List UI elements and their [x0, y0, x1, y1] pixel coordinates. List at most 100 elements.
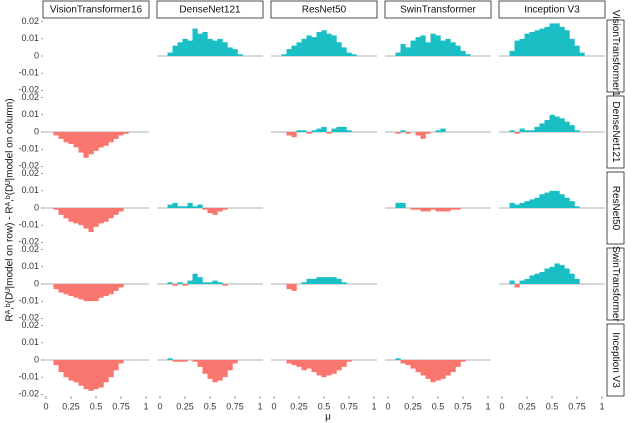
area-bar: [182, 38, 188, 56]
area-bar: [569, 125, 575, 132]
area-bar: [509, 50, 515, 56]
area-bar: [544, 268, 550, 284]
area-bar: [227, 47, 233, 56]
area-bar: [78, 208, 84, 226]
x-tick-label: 0: [499, 401, 504, 411]
area-bar: [103, 360, 109, 383]
area-bar: [301, 360, 307, 371]
y-tick-label: 0.01: [21, 261, 39, 271]
area-bar: [113, 208, 119, 215]
area-bar: [237, 54, 243, 56]
area-bar: [306, 360, 312, 369]
area-bar: [202, 208, 208, 210]
area-bar: [420, 208, 426, 212]
row-strip-label: ResNet50: [610, 186, 621, 231]
area-bar: [217, 208, 223, 212]
area-bar: [301, 282, 307, 284]
area-bar: [410, 360, 416, 369]
area-bar: [420, 132, 426, 139]
area-bar: [306, 132, 312, 134]
area-bar: [68, 208, 74, 222]
area-bar: [415, 37, 421, 56]
area-bar: [73, 208, 79, 224]
area-bar: [73, 132, 79, 148]
area-bar: [113, 360, 119, 371]
area-bar: [177, 42, 183, 56]
strip-box: [384, 0, 492, 19]
area-bar: [395, 132, 401, 134]
column-strip-label: SwinTransformer: [400, 5, 476, 16]
strip-box: [270, 0, 378, 19]
area-bar: [197, 277, 203, 284]
area-bar: [281, 54, 287, 56]
x-tick-label: 0.5: [204, 401, 217, 411]
area-bar: [187, 280, 193, 284]
area-bar: [346, 130, 352, 132]
area-bar: [455, 45, 461, 56]
area-bar: [98, 360, 104, 388]
area-bar: [534, 30, 540, 56]
area-bar: [440, 360, 446, 379]
area-bar: [88, 132, 94, 155]
area-bar: [98, 132, 104, 148]
area-bar: [232, 360, 238, 364]
area-bar: [306, 278, 312, 284]
area-bar: [113, 132, 119, 139]
area-bar: [78, 360, 84, 386]
area-bar: [182, 206, 188, 208]
area-bar: [400, 202, 406, 208]
x-tick-label: 0.25: [62, 401, 80, 411]
area-bar: [331, 360, 337, 374]
area-bar: [197, 204, 203, 208]
area-bar: [346, 52, 352, 56]
y-tick-label: 0: [34, 126, 39, 136]
area-bar: [554, 190, 560, 208]
area-bar: [286, 284, 292, 290]
x-tick-label: 0.75: [340, 401, 358, 411]
area-bar: [177, 282, 183, 284]
area-bar: [222, 284, 228, 286]
x-tick-label: 0.25: [290, 401, 308, 411]
area-bar: [88, 284, 94, 302]
y-tick-label: 0.01: [21, 33, 39, 43]
area-bar: [341, 47, 347, 56]
area-bar: [569, 273, 575, 284]
area-bar: [118, 284, 124, 288]
x-tick-label: 0.5: [90, 401, 103, 411]
area-bar: [519, 38, 525, 56]
x-tick-label: 0.5: [318, 401, 331, 411]
area-bar: [435, 130, 441, 132]
y-tick-label: -0.01: [18, 144, 39, 154]
area-bar: [415, 360, 421, 372]
area-bar: [53, 132, 59, 136]
area-bar: [519, 202, 525, 208]
area-bar: [519, 280, 525, 284]
area-bar: [460, 50, 466, 56]
area-bar: [549, 23, 555, 56]
x-tick-label: 1: [257, 401, 262, 411]
area-bar: [420, 360, 426, 376]
area-bar: [395, 52, 401, 56]
x-tick-label: 0.5: [432, 401, 445, 411]
y-tick-label: -0.01: [18, 296, 39, 306]
y-tick-label: 0.01: [21, 337, 39, 347]
area-bar: [207, 360, 213, 379]
column-strip-label: Inception V3: [524, 5, 580, 16]
area-bar: [167, 282, 173, 284]
area-bar: [192, 273, 198, 284]
area-bar: [529, 130, 535, 132]
area-bar: [172, 284, 178, 286]
area-bar: [311, 360, 317, 372]
area-bar: [212, 40, 218, 56]
area-bar: [341, 126, 347, 132]
area-bar: [564, 197, 570, 208]
area-bar: [450, 208, 456, 210]
area-bar: [123, 132, 129, 134]
area-bar: [440, 128, 446, 132]
area-bar: [222, 208, 228, 210]
area-bar: [514, 284, 520, 288]
area-bar: [544, 120, 550, 132]
area-bar: [326, 360, 332, 376]
area-bar: [197, 360, 203, 367]
x-tick-label: 0.25: [518, 401, 536, 411]
